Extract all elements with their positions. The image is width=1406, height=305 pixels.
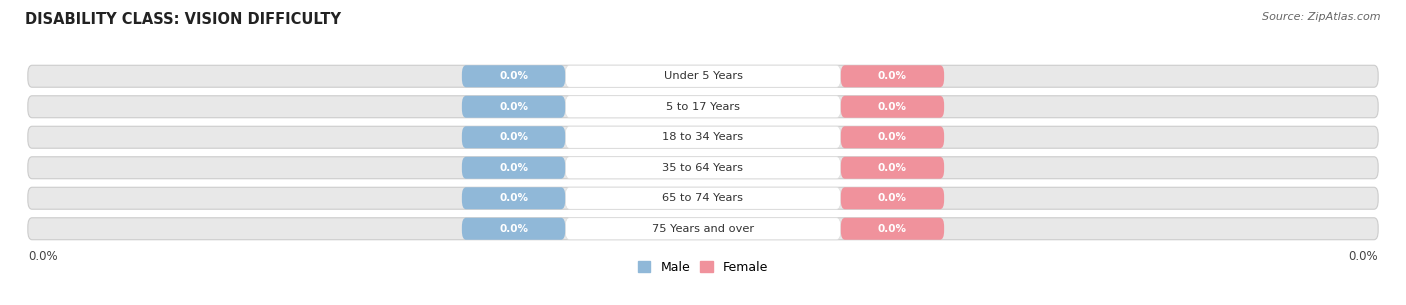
Text: 0.0%: 0.0% bbox=[28, 250, 58, 263]
FancyBboxPatch shape bbox=[463, 187, 565, 209]
FancyBboxPatch shape bbox=[463, 126, 565, 148]
Text: 0.0%: 0.0% bbox=[877, 132, 907, 142]
Text: 0.0%: 0.0% bbox=[499, 193, 529, 203]
FancyBboxPatch shape bbox=[28, 65, 1378, 87]
Text: 0.0%: 0.0% bbox=[877, 71, 907, 81]
FancyBboxPatch shape bbox=[841, 96, 945, 118]
Text: 35 to 64 Years: 35 to 64 Years bbox=[662, 163, 744, 173]
FancyBboxPatch shape bbox=[565, 187, 841, 209]
Legend: Male, Female: Male, Female bbox=[633, 256, 773, 279]
Text: DISABILITY CLASS: VISION DIFFICULTY: DISABILITY CLASS: VISION DIFFICULTY bbox=[25, 12, 342, 27]
Text: 0.0%: 0.0% bbox=[499, 102, 529, 112]
FancyBboxPatch shape bbox=[28, 157, 1378, 179]
Text: 65 to 74 Years: 65 to 74 Years bbox=[662, 193, 744, 203]
Text: Source: ZipAtlas.com: Source: ZipAtlas.com bbox=[1263, 12, 1381, 22]
Text: 0.0%: 0.0% bbox=[499, 71, 529, 81]
FancyBboxPatch shape bbox=[463, 218, 565, 240]
FancyBboxPatch shape bbox=[28, 187, 1378, 209]
FancyBboxPatch shape bbox=[841, 157, 945, 179]
FancyBboxPatch shape bbox=[463, 96, 565, 118]
FancyBboxPatch shape bbox=[565, 157, 841, 179]
FancyBboxPatch shape bbox=[565, 218, 841, 240]
FancyBboxPatch shape bbox=[28, 218, 1378, 240]
FancyBboxPatch shape bbox=[565, 126, 841, 148]
Text: 0.0%: 0.0% bbox=[877, 193, 907, 203]
FancyBboxPatch shape bbox=[28, 126, 1378, 148]
FancyBboxPatch shape bbox=[565, 65, 841, 87]
Text: 75 Years and over: 75 Years and over bbox=[652, 224, 754, 234]
FancyBboxPatch shape bbox=[841, 218, 945, 240]
FancyBboxPatch shape bbox=[463, 157, 565, 179]
Text: 0.0%: 0.0% bbox=[499, 224, 529, 234]
Text: 5 to 17 Years: 5 to 17 Years bbox=[666, 102, 740, 112]
FancyBboxPatch shape bbox=[28, 96, 1378, 118]
FancyBboxPatch shape bbox=[841, 187, 945, 209]
Text: Under 5 Years: Under 5 Years bbox=[664, 71, 742, 81]
Text: 0.0%: 0.0% bbox=[1348, 250, 1378, 263]
FancyBboxPatch shape bbox=[463, 65, 565, 87]
FancyBboxPatch shape bbox=[841, 126, 945, 148]
Text: 0.0%: 0.0% bbox=[877, 224, 907, 234]
Text: 0.0%: 0.0% bbox=[499, 163, 529, 173]
Text: 0.0%: 0.0% bbox=[499, 132, 529, 142]
Text: 0.0%: 0.0% bbox=[877, 163, 907, 173]
FancyBboxPatch shape bbox=[841, 65, 945, 87]
Text: 0.0%: 0.0% bbox=[877, 102, 907, 112]
FancyBboxPatch shape bbox=[565, 96, 841, 118]
Text: 18 to 34 Years: 18 to 34 Years bbox=[662, 132, 744, 142]
